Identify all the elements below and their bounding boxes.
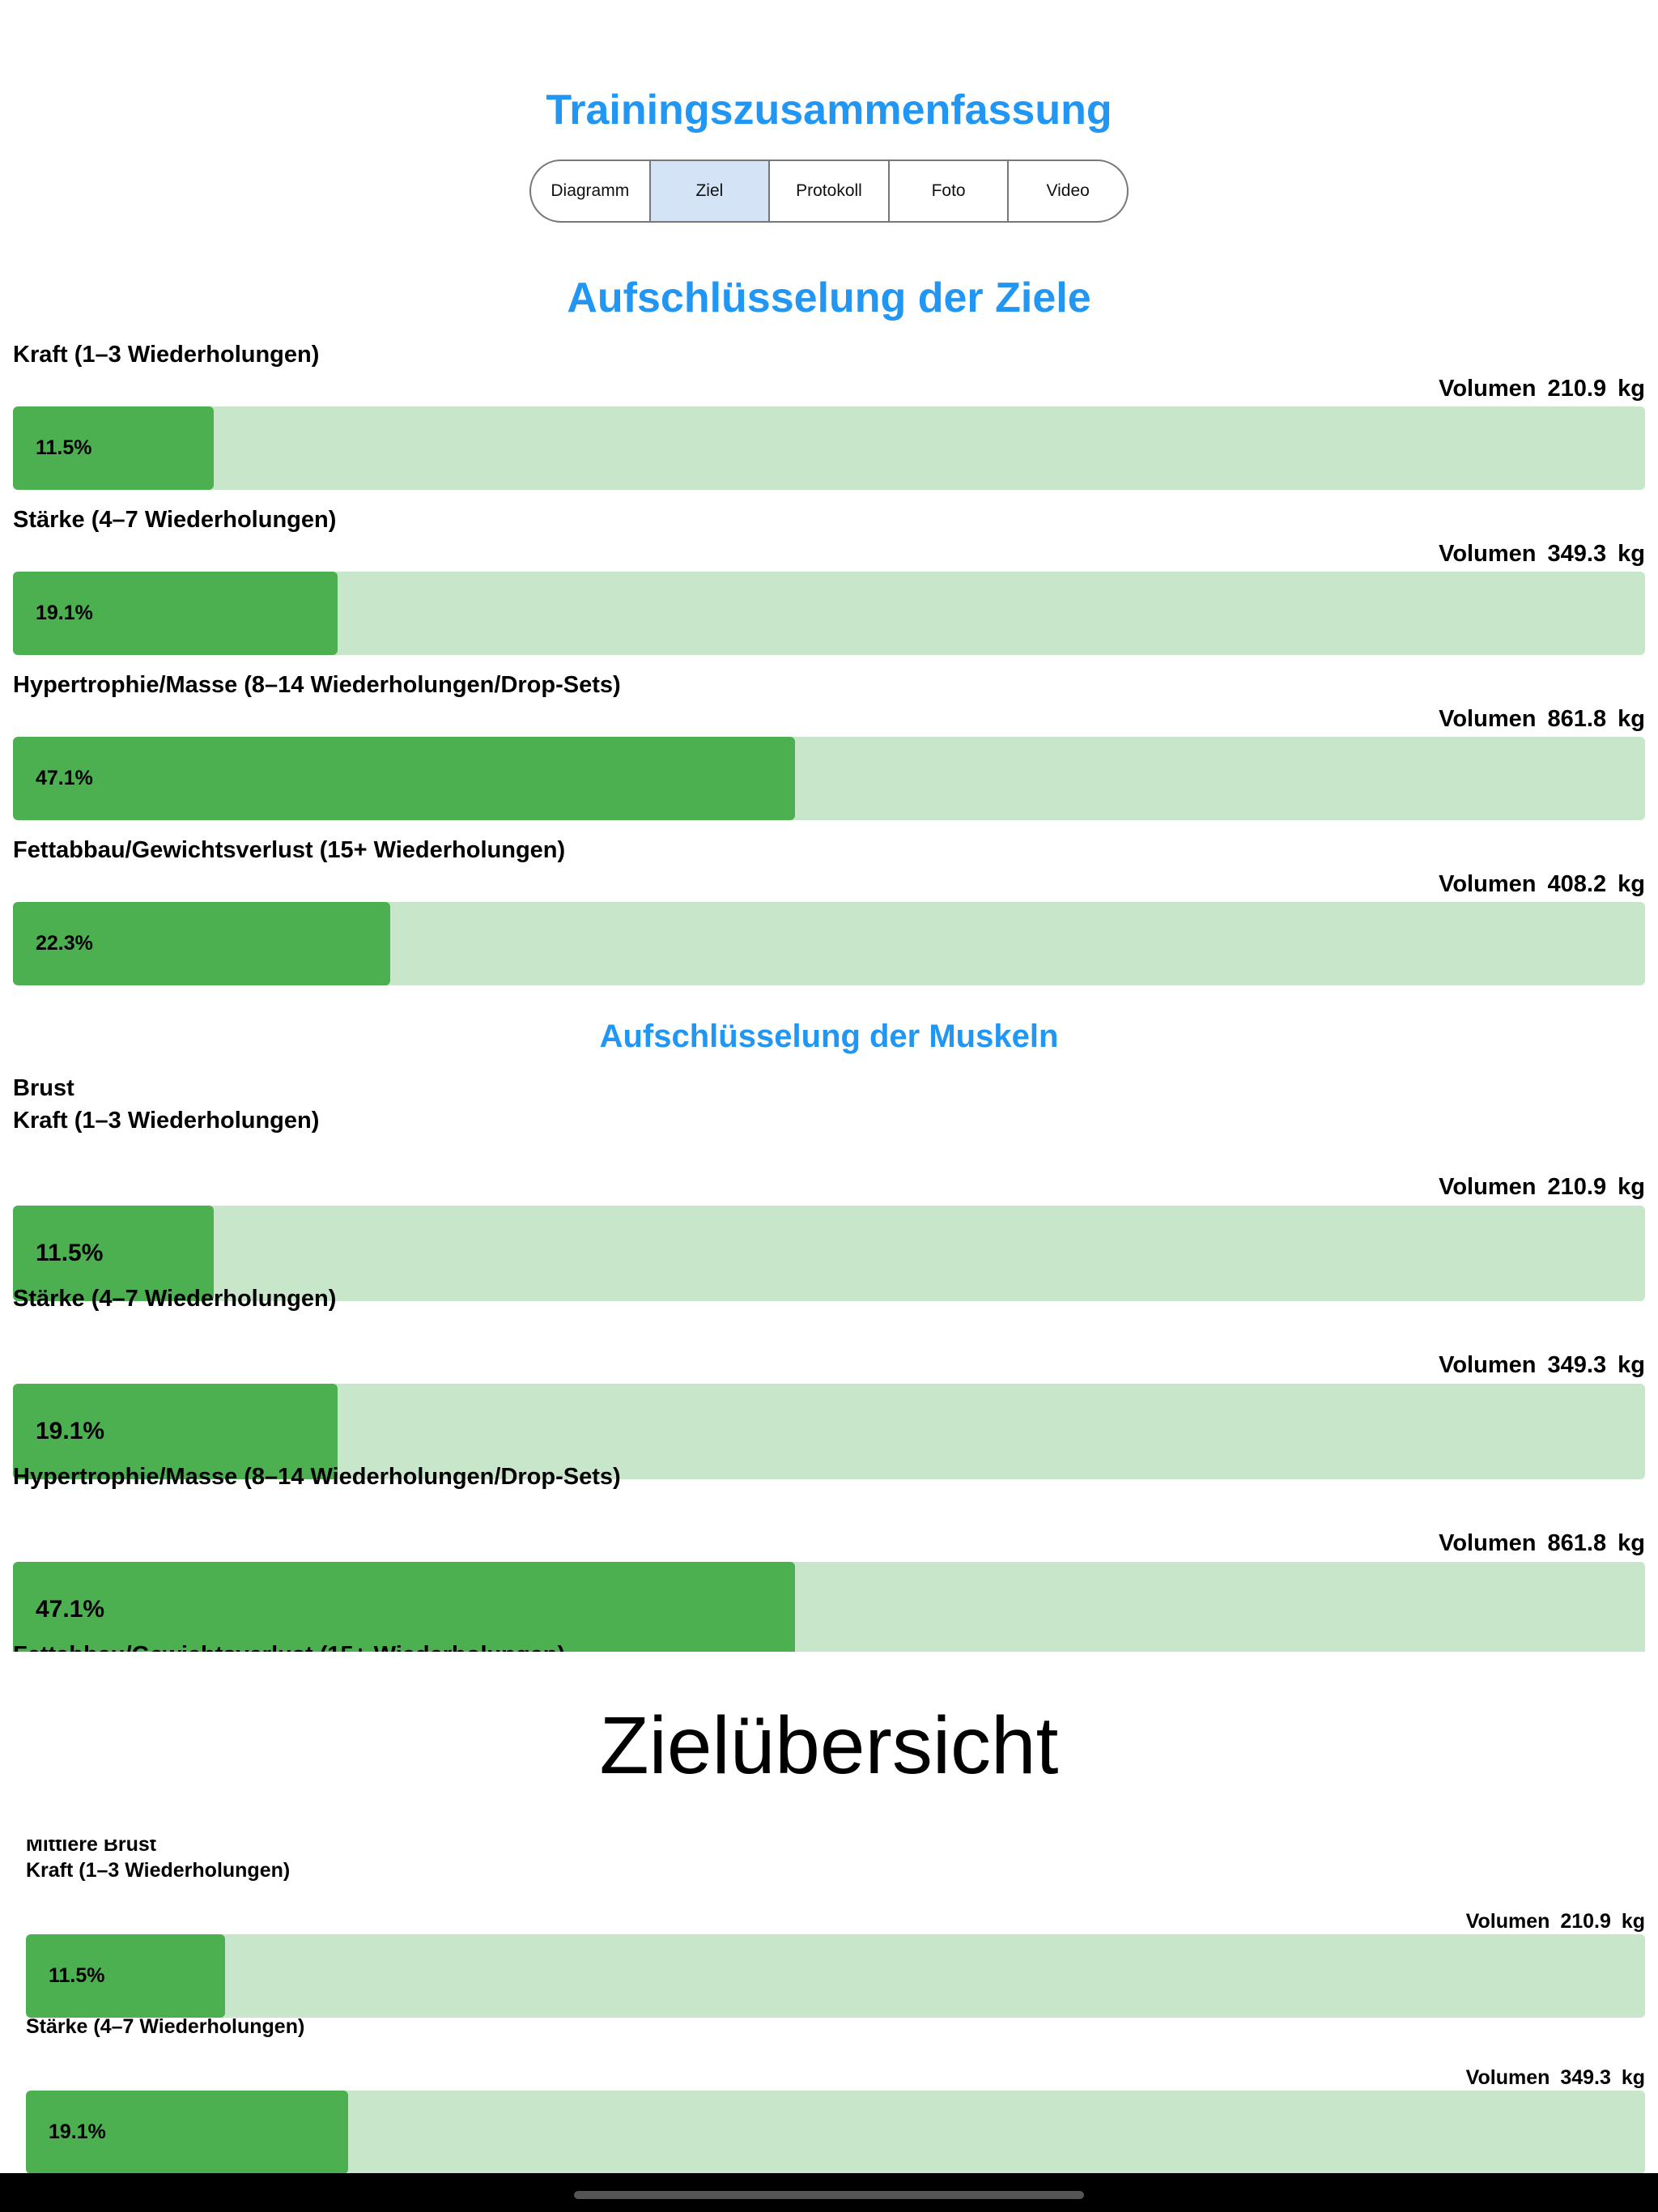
percent-label: 47.1% [36,1596,105,1623]
tab-ziel[interactable]: Ziel [648,161,769,221]
page-title: Trainingszusammenfassung [546,87,1112,134]
goal-row: Fettabbau/Gewichtsverlust (15+ Wiederhol… [0,837,1658,1002]
progress-fill: 11.5% [13,406,214,490]
goal-row: Kraft (1–3 Wiederholungen) Volumen 210.9… [0,1108,1658,1301]
goal-label: Kraft (1–3 Wiederholungen) [26,1859,291,1882]
progress-fill: 11.5% [13,1206,214,1301]
progress-bar: 11.5% [13,1206,1645,1301]
volume-label: Volumen 861.8 kg [1439,706,1645,732]
progress-bar: 22.3% [13,902,1645,985]
goal-row: Fettabbau/Gewichtsverlust (15+ Wiederhol… [0,1642,1658,1652]
tab-diagramm[interactable]: Diagramm [551,181,630,200]
muscle-group-label: Mittlere Brust [26,1840,157,1856]
progress-bar: 11.5% [26,1934,1645,2018]
overview-title: Zielübersicht [599,1700,1059,1791]
progress-bar: 19.1% [13,572,1645,655]
progress-bar: 19.1% [26,2091,1645,2173]
segmented-control: Diagramm Ziel Protokoll Foto Video [529,160,1129,223]
volume-label: Volumen 210.9 kg [1439,376,1645,402]
goals-list: Kraft (1–3 Wiederholungen) Volumen 210.9… [0,340,1658,1004]
percent-label: 47.1% [36,767,93,789]
goal-label: Fettabbau/Gewichtsverlust (15+ Wiederhol… [13,1642,565,1652]
goal-row: Kraft (1–3 Wiederholungen) Volumen 210.9… [0,342,1658,507]
goal-label: Stärke (4–7 Wiederholungen) [13,1286,337,1312]
tab-video[interactable]: Video [1007,161,1127,221]
overview-list[interactable]: Mittlere Brust Kraft (1–3 Wiederholungen… [0,1840,1658,2173]
progress-fill: 19.1% [13,572,338,655]
progress-bar: 19.1% [13,1384,1645,1479]
progress-fill: 47.1% [13,1562,795,1652]
progress-bar: 47.1% [13,737,1645,820]
goals-heading: Aufschlüsselung der Ziele [567,274,1091,321]
goal-row: Hypertrophie/Masse (8–14 Wiederholungen/… [0,1464,1658,1652]
goal-row: Stärke (4–7 Wiederholungen) Volumen 349.… [0,507,1658,672]
goal-label: Stärke (4–7 Wiederholungen) [26,2015,305,2038]
percent-label: 22.3% [36,932,93,955]
goal-row: Hypertrophie/Masse (8–14 Wiederholungen/… [0,672,1658,837]
percent-label: 19.1% [36,602,93,624]
progress-bar: 11.5% [13,406,1645,490]
muscles-heading: Aufschlüsselung der Muskeln [599,1019,1059,1054]
volume-label: Volumen 861.8 kg [1439,1530,1645,1556]
goal-label: Kraft (1–3 Wiederholungen) [13,1108,320,1134]
progress-fill: 19.1% [13,1384,338,1479]
muscle-group-label: Brust [13,1075,74,1101]
goal-row: Stärke (4–7 Wiederholungen) Volumen 349.… [0,1286,1658,1479]
goal-label: Kraft (1–3 Wiederholungen) [13,342,320,368]
progress-fill: 19.1% [26,2091,348,2173]
goal-row: Kraft (1–3 Wiederholungen) Volumen 210.9… [0,1859,1658,2018]
volume-label: Volumen 408.2 kg [1439,871,1645,897]
percent-label: 19.1% [36,1418,105,1444]
goal-label: Hypertrophie/Masse (8–14 Wiederholungen/… [13,1464,621,1490]
goal-label: Hypertrophie/Masse (8–14 Wiederholungen/… [13,672,621,698]
progress-fill: 47.1% [13,737,795,820]
percent-label: 19.1% [49,2121,106,2143]
tab-protokoll[interactable]: Protokoll [768,161,888,221]
home-indicator[interactable] [574,2191,1084,2199]
progress-bar: 47.1% [13,1562,1645,1652]
volume-label: Volumen 210.9 kg [1439,1174,1645,1200]
tab-foto[interactable]: Foto [887,161,1008,221]
goal-label: Fettabbau/Gewichtsverlust (15+ Wiederhol… [13,837,566,863]
volume-label: Volumen 349.3 kg [1439,1352,1645,1378]
progress-fill: 22.3% [13,902,390,985]
percent-label: 11.5% [49,1964,105,1987]
volume-label: Volumen 349.3 kg [1465,2066,1645,2089]
percent-label: 11.5% [36,1240,104,1266]
goal-label: Stärke (4–7 Wiederholungen) [13,507,337,533]
volume-label: Volumen 210.9 kg [1465,1910,1645,1933]
volume-label: Volumen 349.3 kg [1439,541,1645,567]
progress-fill: 11.5% [26,1934,225,2018]
percent-label: 11.5% [36,436,92,459]
goal-row: Stärke (4–7 Wiederholungen) Volumen 349.… [0,2015,1658,2173]
muscles-list[interactable]: Brust Kraft (1–3 Wiederholungen) Volumen… [0,1074,1658,1652]
